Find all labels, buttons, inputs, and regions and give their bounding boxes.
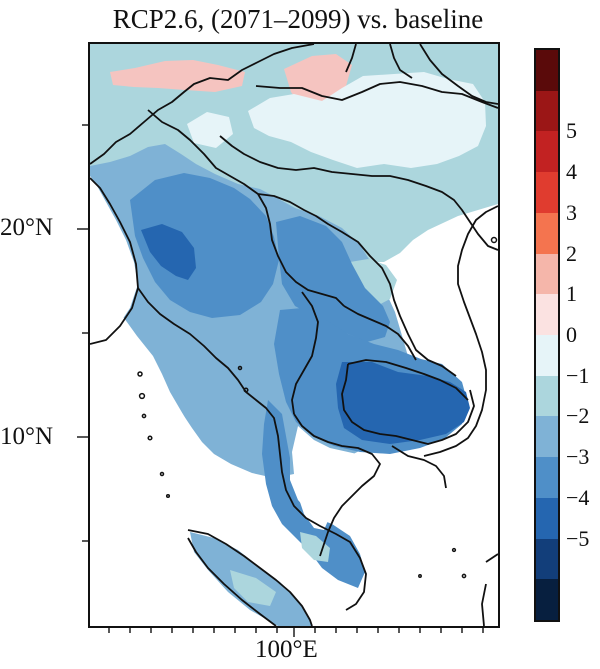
colorbar-segment — [536, 294, 558, 336]
colorbar-segment — [536, 497, 558, 540]
lon-label-100e: 100°E — [255, 636, 318, 663]
lat-label-20n: 20°N — [0, 214, 54, 241]
colorbar-segment — [536, 538, 558, 580]
colorbar-tick-label: −4 — [566, 484, 590, 510]
colorbar-tick-label: −1 — [566, 362, 590, 388]
colorbar-tick-label: 2 — [566, 240, 577, 266]
colorbar-tick-label: 1 — [566, 281, 577, 307]
lat-label-10n: 10°N — [0, 423, 54, 450]
colorbar-segment — [536, 90, 558, 132]
region-sumatra-light — [230, 570, 276, 606]
lon-tick-marks — [108, 626, 484, 637]
colorbar-tick-label: 5 — [566, 118, 577, 144]
white-ocean-andaman — [90, 344, 266, 544]
white-ocean-gulf — [292, 426, 374, 530]
region-darkblue-cambodia — [336, 362, 470, 444]
region-blue-peninsula — [262, 400, 365, 588]
white-ocean-bay-bengal — [90, 176, 138, 344]
colorbar — [534, 48, 560, 622]
colorbar-segment — [536, 50, 558, 92]
colorbar-segment — [536, 131, 558, 173]
colorbar-segment — [536, 375, 558, 417]
region-darkblue-myanmar — [141, 224, 196, 280]
map-svg — [90, 44, 498, 626]
colorbar-tick-label: 0 — [566, 322, 577, 347]
lat-tick-marks — [77, 124, 88, 542]
region-blue-myanmar — [130, 173, 279, 318]
islands — [137, 236, 498, 579]
map-title: RCP2.6, (2071–2099) vs. baseline — [112, 4, 484, 34]
colorbar-tick-label: −3 — [566, 444, 590, 470]
colorbar-segment — [536, 172, 558, 214]
map-panel — [88, 42, 500, 628]
colorbar-tick-label: −5 — [566, 525, 590, 551]
colorbar-tick-label: 4 — [566, 159, 577, 185]
colorbar-segment — [536, 335, 558, 377]
region-malaysia-light — [300, 532, 330, 562]
colorbar-segment — [536, 416, 558, 458]
country-borders — [90, 44, 498, 445]
colorbar-segment — [536, 212, 558, 255]
colorbar-tick-label: −2 — [566, 403, 590, 429]
region-pale-2 — [187, 112, 233, 148]
colorbar-segment — [536, 579, 558, 620]
colorbar-tick-label: 3 — [566, 199, 577, 225]
region-pink-1 — [110, 60, 245, 92]
colorbar-segment — [536, 253, 558, 295]
coastlines — [90, 177, 498, 626]
region-pale-1 — [248, 72, 486, 168]
colorbar-segment — [536, 457, 558, 499]
